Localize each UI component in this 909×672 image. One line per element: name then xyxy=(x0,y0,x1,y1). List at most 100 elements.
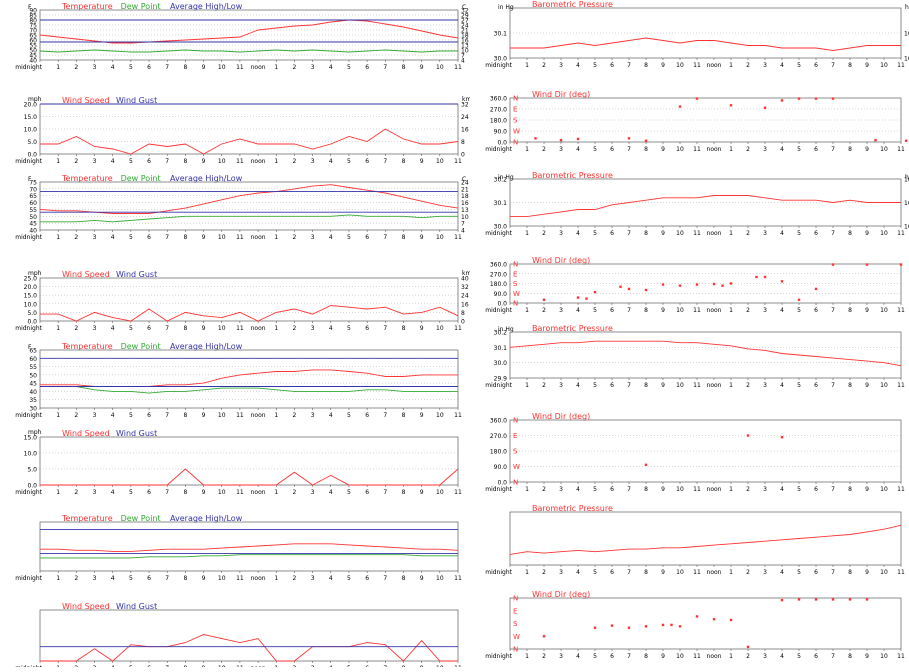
x-tick-label: 11 xyxy=(454,325,462,332)
x-tick-label: 8 xyxy=(402,575,406,582)
x-tick-label: 5 xyxy=(347,64,351,71)
x-tick-label: 10 xyxy=(880,569,888,576)
x-tick-label: noon xyxy=(707,307,722,314)
x-tick-label: midnight xyxy=(15,412,42,419)
x-tick-label: 8 xyxy=(402,489,406,496)
legend-entry: Wind Gust xyxy=(116,270,157,279)
x-tick-label: 2 xyxy=(293,412,297,419)
y-unit-left: mph xyxy=(28,96,42,103)
x-tick-label: 6 xyxy=(610,382,614,389)
compass-label: W xyxy=(513,463,520,471)
y-tick-label: 55 xyxy=(29,207,37,214)
y-tick-label-right: 0 xyxy=(461,319,465,326)
x-tick-label: 2 xyxy=(293,325,297,332)
compass-label: W xyxy=(513,633,520,641)
x-tick-label: 3 xyxy=(93,489,97,496)
wind-dir-point xyxy=(644,463,648,466)
y-tick-label: 65 xyxy=(29,348,37,355)
wind-dir-point xyxy=(678,625,682,628)
y-tick-label: 25.0 xyxy=(24,276,38,283)
x-tick-label: noon xyxy=(707,62,722,69)
compass-label: W xyxy=(513,290,520,298)
x-tick-label: 8 xyxy=(848,146,852,153)
compass-label: N xyxy=(513,95,518,103)
x-tick-label: 4 xyxy=(780,486,784,493)
x-tick-label: midnight xyxy=(485,382,512,389)
series-line xyxy=(40,386,458,394)
x-tick-label: 5 xyxy=(593,146,597,153)
chart-panel-temperature: F C Temperature Dew Point Average High/Low 40… xyxy=(0,0,470,85)
wind-dir-point xyxy=(576,296,580,299)
x-tick-label: 10 xyxy=(676,62,684,69)
legend-entry: Temperature xyxy=(61,342,113,351)
x-tick-label: 4 xyxy=(329,489,333,496)
x-tick-label: 7 xyxy=(383,412,387,419)
chart-svg: in HghPaBarometric Pressure30.030.110161… xyxy=(485,0,909,69)
x-tick-label: 1 xyxy=(525,307,529,314)
x-tick-label: 6 xyxy=(814,230,818,237)
x-tick-label: 5 xyxy=(347,575,351,582)
x-tick-label: 8 xyxy=(644,62,648,69)
x-tick-label: 5 xyxy=(129,489,133,496)
x-tick-label: 11 xyxy=(693,62,701,69)
y-tick-label: 40 xyxy=(29,228,37,235)
x-tick-label: 1 xyxy=(56,234,60,241)
wind-dir-point xyxy=(865,263,869,266)
wind-dir-point xyxy=(593,626,597,629)
x-tick-label: 9 xyxy=(420,158,424,165)
x-tick-label: noon xyxy=(707,569,722,576)
x-tick-label: 9 xyxy=(202,325,206,332)
y-tick-label-right: 13 xyxy=(461,43,469,50)
plot-frame xyxy=(509,597,902,650)
wind-dir-point xyxy=(627,287,631,291)
legend-entry: Wind Dir (deg) xyxy=(532,412,590,421)
y-tick-label: 50 xyxy=(29,214,37,221)
compass-label: S xyxy=(513,448,518,456)
x-tick-label: midnight xyxy=(15,64,42,71)
chart-svg: mph Wind Speed Wind Gust 0.0 5.0 10.0 15.0 midn… xyxy=(15,429,462,496)
compass-label: N xyxy=(513,261,518,269)
compass-label: S xyxy=(513,620,518,628)
x-tick-label: 3 xyxy=(93,158,97,165)
y-tick-label: 15.0 xyxy=(24,114,38,121)
x-tick-label: 10 xyxy=(676,146,684,153)
x-tick-label: 10 xyxy=(436,489,444,496)
y-unit-right: km/h xyxy=(462,96,470,103)
x-tick-label: 5 xyxy=(129,64,133,71)
x-tick-label: 8 xyxy=(848,62,852,69)
x-tick-label: 11 xyxy=(897,569,905,576)
x-tick-label: 5 xyxy=(797,62,801,69)
y-tick-label: 55 xyxy=(29,364,37,371)
x-tick-label: 2 xyxy=(74,412,78,419)
x-tick-label: 8 xyxy=(183,325,187,332)
x-tick-label: 4 xyxy=(780,569,784,576)
y-unit-right: hPa xyxy=(905,4,909,11)
y-tick-label: 30.2 xyxy=(494,330,508,337)
x-tick-label: noon xyxy=(251,412,266,419)
x-tick-label: 9 xyxy=(202,575,206,582)
x-tick-label: 1 xyxy=(56,325,60,332)
x-tick-label: 9 xyxy=(661,230,665,237)
x-tick-label: 10 xyxy=(436,575,444,582)
wind-dir-point xyxy=(627,626,631,629)
x-tick-label: 5 xyxy=(593,486,597,493)
y-tick-label: 0.0 xyxy=(27,483,37,490)
x-tick-label: 2 xyxy=(542,62,546,69)
y-tick-label: 40 xyxy=(29,389,37,396)
x-tick-label: 3 xyxy=(311,158,315,165)
y-tick-label: 5.0 xyxy=(27,467,37,474)
series-line xyxy=(40,214,458,223)
x-tick-label: 3 xyxy=(311,412,315,419)
plot-frame xyxy=(39,521,459,572)
series-line xyxy=(40,634,458,662)
x-tick-label: 7 xyxy=(627,486,631,493)
x-tick-label: 8 xyxy=(402,325,406,332)
legend-entry: Dew Point xyxy=(121,2,161,11)
wind-dir-point xyxy=(797,598,801,601)
x-tick-label: 10 xyxy=(676,569,684,576)
x-tick-label: 9 xyxy=(865,307,869,314)
y-tick-label: 10.0 xyxy=(24,127,38,134)
